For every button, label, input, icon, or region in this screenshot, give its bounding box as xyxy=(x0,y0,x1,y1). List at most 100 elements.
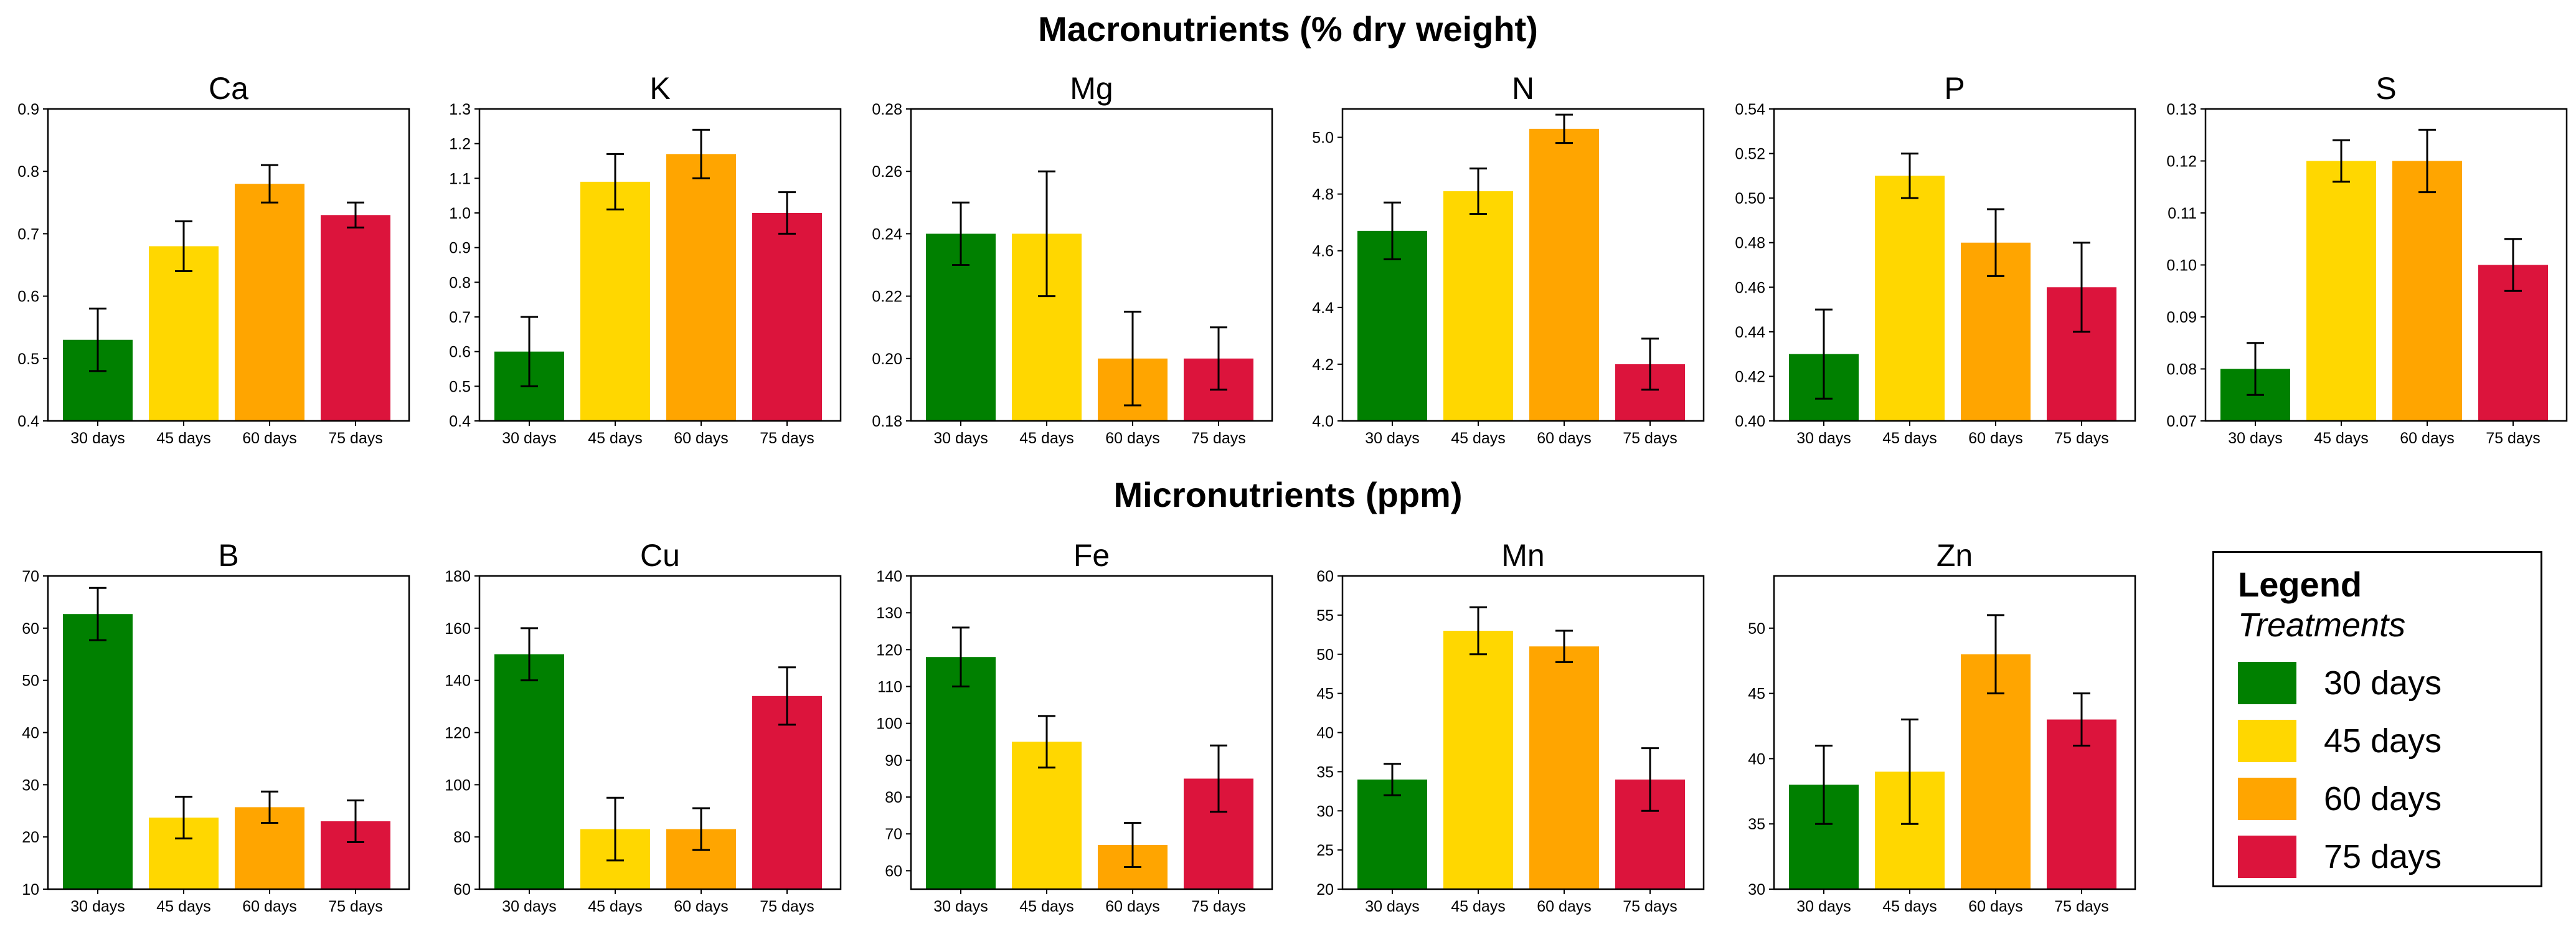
chart-b-ytick-label-10: 10 xyxy=(22,881,39,898)
chart-cu: Cu 30 days 45 days 60 days 75 days 60 80 100 120… xyxy=(445,538,842,915)
chart-mn-xtick-label-75-days: 75 days xyxy=(1623,898,1677,915)
chart-b-ytick-label-70: 70 xyxy=(22,568,39,585)
chart-fe-xtick-label-30-days: 30 days xyxy=(933,898,988,915)
chart-b-ytick-label-20: 20 xyxy=(22,829,39,846)
chart-s-xtick-label-45-days: 45 days xyxy=(2314,430,2369,447)
chart-cu-bar-30-days xyxy=(494,654,564,889)
chart-n: N 30 days 45 days 60 days 75 days 4.0 4.2 4.4 4.… xyxy=(1312,71,1705,447)
chart-mn-ytick-label-55: 55 xyxy=(1316,607,1334,625)
chart-mn-bar-60-days xyxy=(1529,646,1599,889)
chart-cu-xtick-label-75-days: 75 days xyxy=(760,898,814,915)
chart-ca-ytick-label-0-5: 0.5 xyxy=(17,351,39,368)
chart-s-ytick-label-0-08: 0.08 xyxy=(2166,361,2197,379)
chart-cu-xtick-label-60-days: 60 days xyxy=(674,898,729,915)
chart-mg-ytick-label-0-28: 0.28 xyxy=(872,101,902,118)
chart-mn-xtick-label-45-days: 45 days xyxy=(1451,898,1506,915)
macronutrients-heading: Macronutrients (% dry weight) xyxy=(1038,9,1538,49)
chart-ca-bar-45-days xyxy=(149,246,219,421)
legend-swatch-30-days xyxy=(2238,661,2296,704)
chart-mn-ytick-label-20: 20 xyxy=(1316,881,1334,898)
chart-k-bar-45-days xyxy=(580,181,650,421)
chart-mg-xtick-label-75-days: 75 days xyxy=(1191,430,1246,447)
chart-p-xtick-label-60-days: 60 days xyxy=(1968,430,2023,447)
chart-b-ytick-label-60: 60 xyxy=(22,620,39,638)
chart-mn-frame xyxy=(1341,575,1705,890)
chart-zn-ytick-label-50: 50 xyxy=(1748,620,1765,638)
chart-zn-bar-75-days xyxy=(2047,719,2116,889)
chart-ca-bar-60-days xyxy=(235,184,304,421)
chart-n-ytick-label-4-2: 4.2 xyxy=(1312,356,1334,374)
chart-b-frame xyxy=(47,575,410,890)
chart-mg-frame xyxy=(910,108,1273,422)
chart-zn-frame xyxy=(1773,575,2136,890)
legend-subtitle: Treatments xyxy=(2238,606,2406,644)
chart-mn-title: Mn xyxy=(1501,538,1544,573)
chart-p-xtick-label-45-days: 45 days xyxy=(1882,430,1937,447)
chart-s-ytick-label-0-13: 0.13 xyxy=(2166,101,2197,118)
chart-ca-title: Ca xyxy=(209,71,248,106)
chart-p-ytick-label-0-44: 0.44 xyxy=(1735,324,1765,341)
chart-cu-ytick-label-100: 100 xyxy=(445,776,471,794)
chart-s: S 30 days 45 days 60 days 75 days 0.07 0.08 0.0… xyxy=(2166,71,2568,447)
chart-cu-ytick-label-140: 140 xyxy=(445,672,471,690)
chart-cu-ytick-label-180: 180 xyxy=(445,568,471,585)
chart-mg: Mg 30 days 45 days 60 days 75 days 0.18 0.20 0.… xyxy=(872,71,1273,447)
legend-swatch-60-days xyxy=(2238,777,2296,820)
chart-ca-ytick-label-0-8: 0.8 xyxy=(17,163,39,181)
chart-ca-frame xyxy=(47,108,410,422)
chart-p-ytick-label-0-46: 0.46 xyxy=(1735,279,1765,296)
chart-b-xtick-label-30-days: 30 days xyxy=(70,898,125,915)
chart-p-ytick-label-0-54: 0.54 xyxy=(1735,101,1765,118)
chart-fe-ytick-label-100: 100 xyxy=(876,715,902,733)
chart-fe-ytick-label-140: 140 xyxy=(876,568,902,585)
chart-s-ytick-label-0-10: 0.10 xyxy=(2166,257,2197,275)
chart-s-title: S xyxy=(2375,71,2396,106)
chart-ca-xtick-label-30-days: 30 days xyxy=(70,430,125,447)
chart-cu-bar-75-days xyxy=(752,696,822,889)
chart-fe: Fe 30 days 45 days 60 days 75 days 60 70 80 90 10… xyxy=(876,538,1273,915)
chart-zn-xtick-label-45-days: 45 days xyxy=(1882,898,1937,915)
chart-k-ytick-label-1-3: 1.3 xyxy=(449,101,471,118)
chart-mg-ytick-label-0-24: 0.24 xyxy=(872,225,902,243)
chart-mn-ytick-label-35: 35 xyxy=(1316,763,1334,781)
chart-mn-ytick-label-40: 40 xyxy=(1316,725,1334,742)
chart-k-ytick-label-1-0: 1.0 xyxy=(449,205,471,222)
chart-n-xtick-label-60-days: 60 days xyxy=(1537,430,1592,447)
chart-zn-ytick-label-45: 45 xyxy=(1748,686,1765,703)
chart-fe-ytick-label-90: 90 xyxy=(885,752,902,770)
chart-fe-ytick-label-60: 60 xyxy=(885,862,902,880)
chart-s-bar-60-days xyxy=(2392,161,2462,421)
chart-mg-xtick-label-45-days: 45 days xyxy=(1019,430,1074,447)
chart-ca-bar-75-days xyxy=(321,215,390,421)
chart-b-xtick-label-60-days: 60 days xyxy=(242,898,297,915)
chart-fe-ytick-label-110: 110 xyxy=(877,679,902,696)
chart-k-frame xyxy=(478,108,842,422)
chart-p-frame xyxy=(1773,108,2136,422)
chart-n-ytick-label-4-0: 4.0 xyxy=(1312,413,1334,430)
chart-ca-ytick-label-0-4: 0.4 xyxy=(17,413,39,430)
chart-cu-ytick-label-120: 120 xyxy=(445,725,471,742)
chart-p-ytick-label-0-50: 0.50 xyxy=(1735,190,1765,207)
legend-item-75-days: 75 days xyxy=(2238,828,2541,885)
chart-s-ytick-label-0-12: 0.12 xyxy=(2166,153,2197,171)
chart-p-bar-45-days xyxy=(1875,176,1945,421)
chart-cu-xtick-label-45-days: 45 days xyxy=(588,898,643,915)
chart-mn-ytick-label-30: 30 xyxy=(1316,803,1334,820)
chart-k-ytick-label-0-6: 0.6 xyxy=(449,344,471,361)
chart-k-xtick-label-45-days: 45 days xyxy=(588,430,643,447)
chart-fe-frame xyxy=(910,575,1273,890)
chart-k-ytick-label-0-8: 0.8 xyxy=(449,274,471,291)
legend-item-60-days: 60 days xyxy=(2238,770,2541,828)
chart-s-xtick-label-75-days: 75 days xyxy=(2486,430,2541,447)
chart-s-frame xyxy=(2204,108,2568,422)
chart-k-xtick-label-75-days: 75 days xyxy=(760,430,814,447)
chart-p-ytick-label-0-52: 0.52 xyxy=(1735,146,1765,163)
chart-zn-title: Zn xyxy=(1937,538,1973,573)
chart-k-xtick-label-30-days: 30 days xyxy=(502,430,557,447)
legend-swatch-75-days xyxy=(2238,835,2296,878)
chart-p-title: P xyxy=(1944,71,1965,106)
chart-s-bar-45-days xyxy=(2306,161,2376,421)
chart-mn-bar-45-days xyxy=(1443,631,1513,889)
